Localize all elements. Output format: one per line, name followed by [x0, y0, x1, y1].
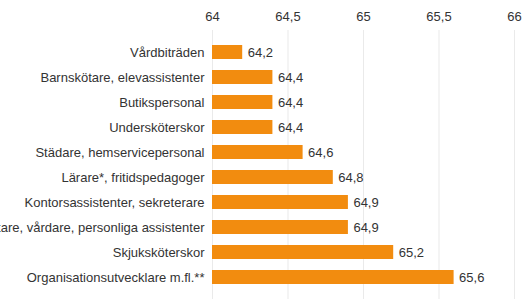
svg-text:66: 66	[507, 9, 521, 24]
svg-text:64,4: 64,4	[278, 95, 303, 110]
svg-text:Vårdbiträden: Vårdbiträden	[130, 45, 204, 60]
svg-text:65,6: 65,6	[459, 270, 484, 285]
svg-text:64,5: 64,5	[275, 9, 300, 24]
svg-text:65: 65	[356, 9, 370, 24]
svg-text:64,8: 64,8	[338, 170, 363, 185]
svg-text:Organisationsutvecklare m.fl.*: Organisationsutvecklare m.fl.**	[27, 270, 205, 285]
svg-text:Butikspersonal: Butikspersonal	[119, 95, 204, 110]
svg-text:64,4: 64,4	[278, 70, 303, 85]
svg-text:65,2: 65,2	[399, 245, 424, 260]
svg-text:64,9: 64,9	[353, 220, 378, 235]
svg-text:64,4: 64,4	[278, 120, 303, 135]
svg-text:Kontorsassistenter, sekreterar: Kontorsassistenter, sekreterare	[25, 195, 205, 210]
svg-text:Lärare*, fritidspedagoger: Lärare*, fritidspedagoger	[61, 170, 205, 185]
svg-text:65,5: 65,5	[426, 9, 451, 24]
svg-text:64: 64	[205, 9, 219, 24]
svg-text:64,6: 64,6	[308, 145, 333, 160]
svg-text:Barnskötare, elevassistenter: Barnskötare, elevassistenter	[40, 70, 205, 85]
svg-text:64,2: 64,2	[248, 45, 273, 60]
svg-text:Undersköterskor: Undersköterskor	[109, 120, 205, 135]
svg-text:Skjuksköterskor: Skjuksköterskor	[113, 245, 205, 260]
svg-text:64,9: 64,9	[353, 195, 378, 210]
svg-text:Skötare, vårdare, personliga a: Skötare, vårdare, personliga assistenter	[0, 220, 205, 235]
svg-text:Städare, hemservicepersonal: Städare, hemservicepersonal	[35, 145, 204, 160]
